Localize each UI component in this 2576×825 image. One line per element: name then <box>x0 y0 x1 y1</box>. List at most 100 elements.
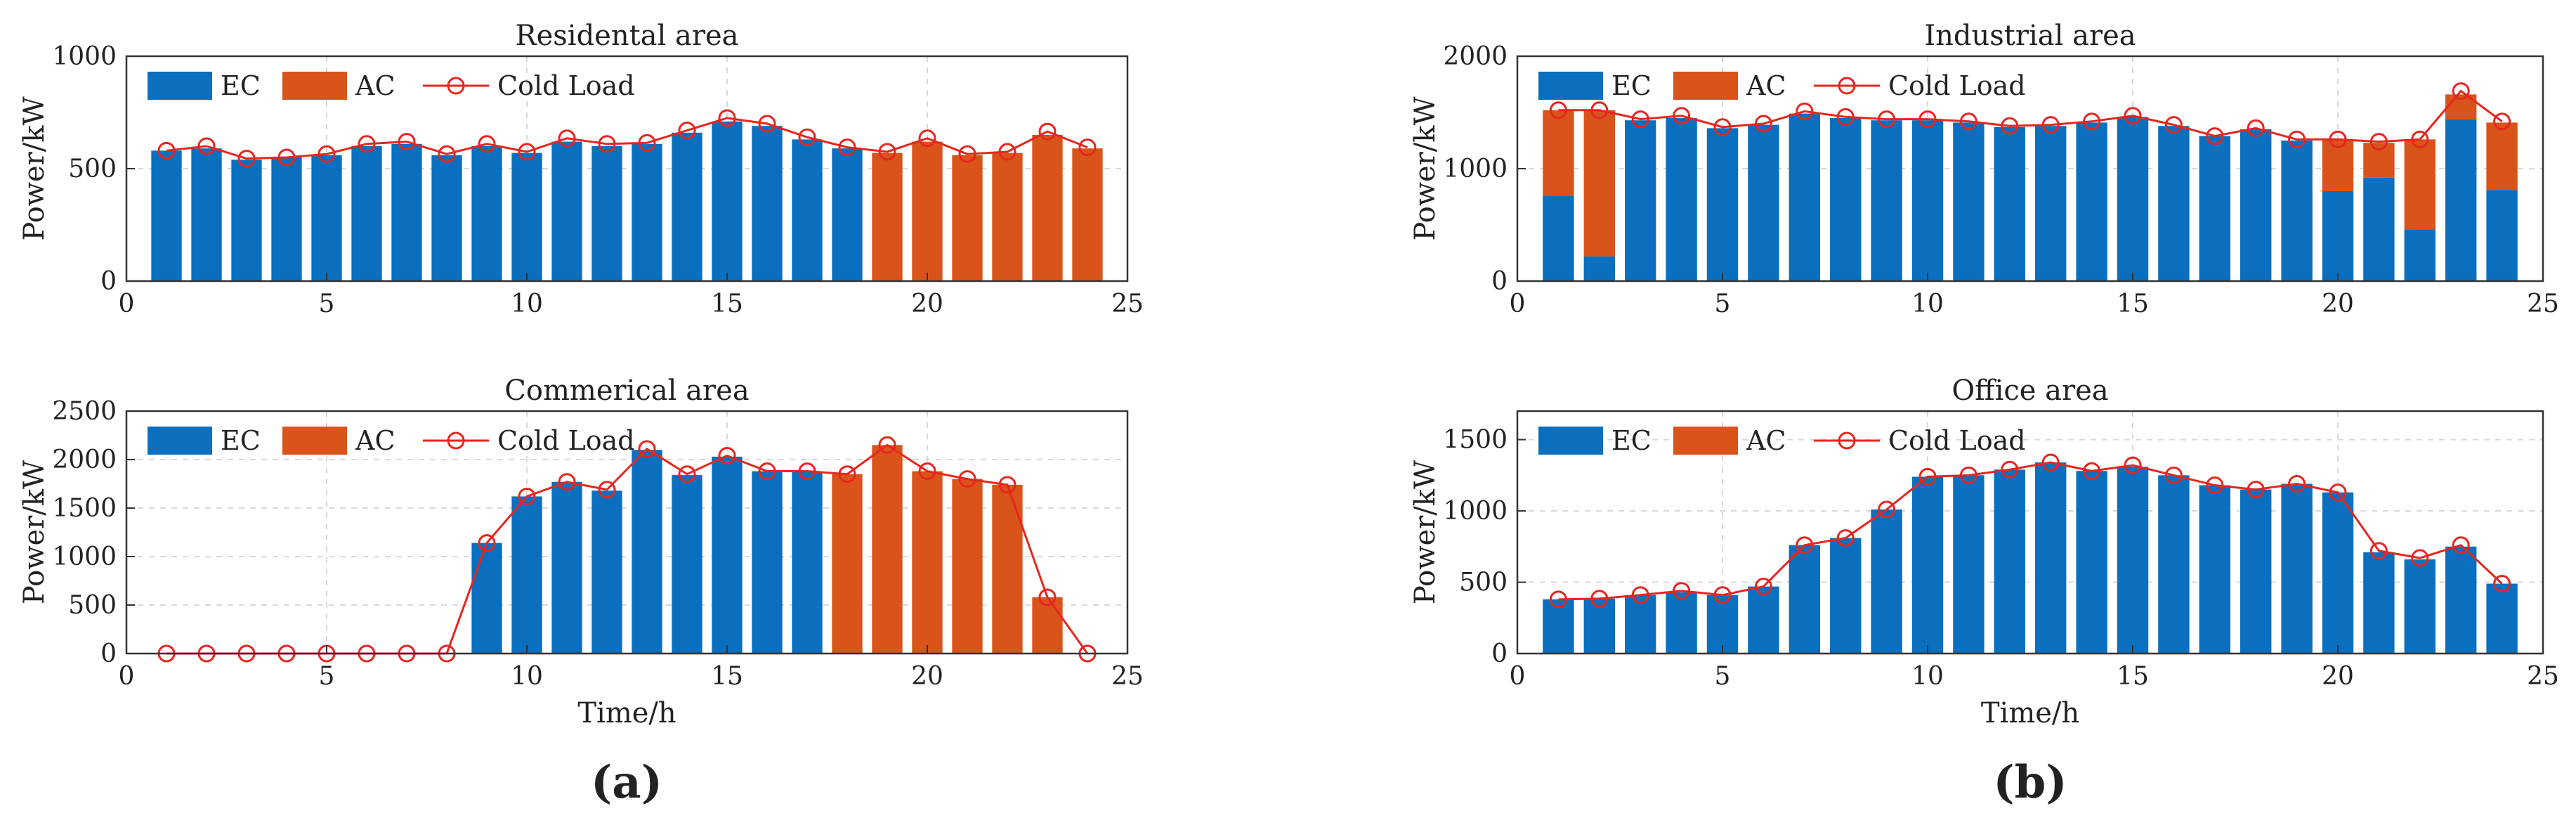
cold-load-point <box>2124 456 2142 474</box>
x-tick-label: 15 <box>711 290 743 318</box>
bar-ec <box>1789 545 1820 654</box>
bar-ec <box>1666 592 1697 654</box>
y-tick-label: 1000 <box>1443 497 1508 526</box>
cold-load-point <box>2041 453 2060 472</box>
cold-load-point <box>558 129 576 148</box>
cold-load-point <box>157 141 176 160</box>
legend-ec-label: EC <box>1611 425 1652 456</box>
bar-ec <box>1625 595 1656 654</box>
cold-load-point <box>678 465 696 483</box>
bar-ec <box>1666 118 1697 281</box>
cold-load-point <box>878 143 896 161</box>
x-tick-label: 20 <box>2322 662 2354 691</box>
cold-load-point <box>798 128 816 146</box>
bar-ac <box>1032 135 1063 281</box>
chart-3: 0 5 10 15 20 25 0 500 1000 1500 Office area Power/k… <box>1409 375 2559 729</box>
y-tick-label: 0 <box>100 639 117 668</box>
legend-ac-label: AC <box>355 70 395 101</box>
chart-title: Residental area <box>515 20 738 52</box>
cold-load-point <box>2411 130 2429 148</box>
x-tick-label: 20 <box>2322 290 2354 318</box>
cold-load-point <box>2288 475 2306 493</box>
bar-ac <box>872 152 903 281</box>
legend-ac-label: AC <box>355 425 395 456</box>
cold-load-point <box>758 462 776 481</box>
legend-load-marker <box>447 77 465 95</box>
x-axis-label: Time/h <box>1981 697 2079 729</box>
cold-load-point <box>2247 119 2265 137</box>
legend-load-marker <box>447 431 465 450</box>
bar-ec <box>2281 483 2313 654</box>
x-tick-label: 5 <box>1715 290 1731 318</box>
cold-load-point <box>958 145 976 163</box>
cold-load-point <box>1796 536 1814 554</box>
chart-0: 0 5 10 15 20 25 0 500 1000 Residental area Power/k… <box>18 20 1144 318</box>
bar-ec <box>632 143 662 281</box>
bar-ac <box>1072 148 1103 281</box>
bar-ac <box>952 479 983 654</box>
bar-ec <box>1583 598 1615 654</box>
cold-load-point <box>1959 112 1977 131</box>
legend: EC AC Cold Load <box>148 70 635 101</box>
cold-load-point <box>958 470 976 488</box>
x-tick-label: 25 <box>1111 290 1144 318</box>
y-tick-label: 1000 <box>52 42 117 71</box>
cold-load-point <box>2329 130 2347 148</box>
bar-ec <box>1748 586 1779 654</box>
cold-load-point <box>1549 101 1567 119</box>
legend-load-label: Cold Load <box>1888 70 2026 101</box>
legend-ac-label: AC <box>1746 425 1786 456</box>
bar-ec <box>2199 136 2230 281</box>
cold-load-point <box>1918 110 1937 129</box>
y-tick-label: 1500 <box>52 494 117 523</box>
bar-ec <box>591 491 622 654</box>
cold-load-point <box>718 446 736 465</box>
x-tick-label: 5 <box>319 290 335 318</box>
cold-load-point <box>1038 122 1057 141</box>
chart-title: Industrial area <box>1924 20 2136 52</box>
cold-load-point <box>2001 460 2019 479</box>
cold-load-point <box>2041 116 2060 134</box>
cold-load-point <box>2329 483 2347 502</box>
cold-load-point <box>358 135 376 153</box>
legend-ac-label: AC <box>1746 70 1786 101</box>
cold-load-line <box>166 117 1088 160</box>
x-tick-label: 0 <box>119 662 135 691</box>
panel-label-b: (b) <box>1993 756 2067 809</box>
bar-ec <box>2281 141 2313 281</box>
cold-load-point <box>1590 590 1609 608</box>
bar-ec <box>2363 177 2395 281</box>
x-tick-label: 25 <box>2527 290 2559 318</box>
cold-load-point <box>277 148 296 167</box>
cold-load-point <box>1549 590 1567 609</box>
bar-ec <box>1953 475 1985 654</box>
y-tick-label: 500 <box>68 591 117 620</box>
y-tick-label: 500 <box>68 155 117 183</box>
x-tick-label: 0 <box>1510 290 1526 318</box>
cold-load-point <box>518 143 536 161</box>
bar-ec <box>1625 120 1656 281</box>
bar-ec <box>752 471 783 654</box>
cold-load-point <box>2452 82 2470 100</box>
bar-ec <box>712 121 743 281</box>
bar-ec <box>511 496 542 654</box>
cold-load-point <box>1673 582 1691 600</box>
legend-ec-label: EC <box>221 425 261 456</box>
bar-ec <box>1994 126 2025 281</box>
cold-load-point <box>2164 466 2183 484</box>
axes-box <box>1516 410 2544 655</box>
bar-ac <box>872 445 903 654</box>
bar-ec <box>1789 113 1820 281</box>
cold-load-point <box>1673 107 1691 125</box>
chart-1: 0 5 10 15 20 25 0 500 1000 1500 2000 2500 Commerical… <box>18 375 1144 729</box>
chart-title: Commerical area <box>504 375 749 407</box>
bar-ec <box>231 160 262 281</box>
cold-load-point <box>1836 108 1855 126</box>
bar-ac <box>992 484 1023 654</box>
legend-ac-swatch <box>282 427 347 455</box>
bar-ec <box>1706 128 1739 281</box>
cold-load-point <box>197 137 216 155</box>
y-tick-label: 2000 <box>52 446 117 474</box>
